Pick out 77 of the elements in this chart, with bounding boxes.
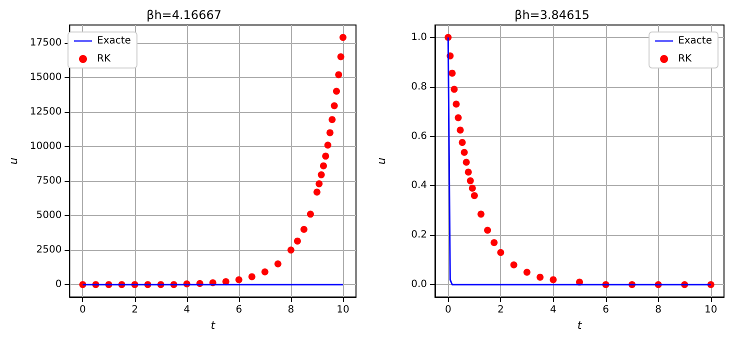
y-tick-label: 0 <box>55 279 62 290</box>
point <box>468 184 476 192</box>
y-tick-label: 0.4 <box>411 180 427 192</box>
y-tick-label: 12500 <box>30 106 62 118</box>
point <box>318 171 325 178</box>
point <box>448 70 456 77</box>
point <box>330 102 338 110</box>
point <box>326 129 334 136</box>
y-tick-label: 5000 <box>36 210 62 222</box>
x-axis-title: t <box>210 318 216 332</box>
point <box>337 53 344 60</box>
x-tick-label: 10 <box>704 304 718 316</box>
y-axis-title: u <box>7 157 20 164</box>
point <box>462 158 470 166</box>
point <box>287 246 294 254</box>
y-tick-label: 17500 <box>30 37 62 48</box>
x-tick-label: 8 <box>655 304 662 316</box>
x-tick-label: 6 <box>602 304 609 316</box>
point <box>300 226 308 233</box>
point <box>484 226 492 234</box>
x-tick-label: 8 <box>288 304 294 316</box>
point <box>313 188 320 196</box>
point <box>458 138 466 146</box>
x-tick-label: 4 <box>550 304 556 316</box>
x-tick-label: 2 <box>132 304 138 316</box>
point <box>466 177 474 184</box>
point <box>510 261 518 268</box>
legend-label: Exacte <box>97 36 131 46</box>
x-tick-label: 4 <box>184 304 190 316</box>
point <box>450 86 458 93</box>
x-tick-label: 0 <box>444 304 452 316</box>
point <box>294 238 301 245</box>
y-tick-label: 1.0 <box>411 32 427 43</box>
point <box>464 168 472 176</box>
point <box>316 180 323 188</box>
point <box>320 162 327 170</box>
point <box>477 210 484 218</box>
legend-label: RK <box>97 54 111 64</box>
point <box>490 239 498 246</box>
point <box>235 276 242 284</box>
y-tick-label: 0.8 <box>411 81 427 92</box>
point <box>335 71 342 78</box>
x-tick-label: 6 <box>236 304 242 316</box>
point <box>536 274 544 281</box>
y-tick-label: 0.6 <box>411 130 427 142</box>
point <box>456 126 464 134</box>
point <box>460 148 468 156</box>
chart-title: βh=3.84615 <box>514 8 590 22</box>
point <box>322 152 330 160</box>
point <box>470 192 478 200</box>
y-tick-label: 7500 <box>36 176 62 187</box>
x-tick-label: 10 <box>336 304 350 316</box>
point <box>332 88 340 95</box>
legend-label: Exacte <box>678 36 712 46</box>
x-tick-label: 0 <box>80 304 86 316</box>
chart-title: βh=4.16667 <box>146 8 222 22</box>
y-tick-label: 10000 <box>30 141 62 152</box>
legend-label: RK <box>678 54 692 64</box>
point <box>550 276 557 284</box>
y-tick-label: 15000 <box>30 72 62 83</box>
y-tick-label: 0.0 <box>411 279 427 290</box>
point <box>261 268 268 276</box>
point <box>452 100 460 108</box>
point <box>248 273 256 280</box>
point <box>328 116 336 124</box>
point <box>454 114 462 122</box>
x-axis-title: t <box>577 318 582 332</box>
point <box>324 142 332 149</box>
y-tick-label: 2500 <box>36 244 62 256</box>
point <box>523 268 530 276</box>
point <box>274 260 282 268</box>
y-tick-label: 0.2 <box>411 230 427 241</box>
x-tick-label: 2 <box>497 304 504 316</box>
point <box>339 34 346 41</box>
point <box>497 248 504 256</box>
y-axis-title: u <box>375 157 388 164</box>
point <box>306 210 314 218</box>
